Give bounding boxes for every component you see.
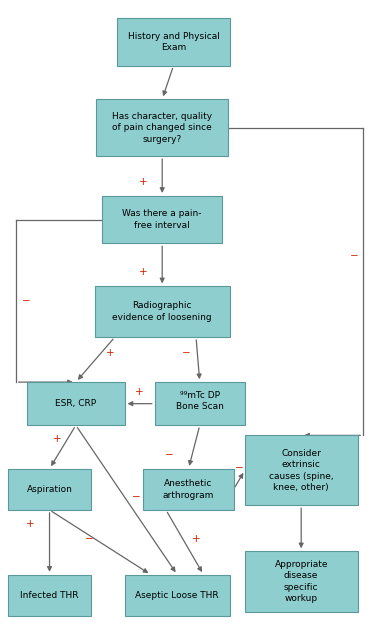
Text: +: + — [106, 349, 115, 358]
Text: ESR, CRP: ESR, CRP — [55, 399, 97, 408]
Text: Aseptic Loose THR: Aseptic Loose THR — [135, 591, 219, 600]
Text: Was there a pain-
free interval: Was there a pain- free interval — [123, 209, 202, 230]
Text: −: − — [132, 492, 140, 502]
Text: −: − — [84, 534, 93, 544]
FancyBboxPatch shape — [125, 575, 230, 616]
Text: −: − — [166, 450, 174, 460]
Text: Has character, quality
of pain changed since
surgery?: Has character, quality of pain changed s… — [112, 112, 212, 144]
Text: +: + — [135, 387, 144, 398]
Text: ⁹⁹mTc DP
Bone Scan: ⁹⁹mTc DP Bone Scan — [176, 391, 224, 411]
Text: Radiographic
evidence of loosening: Radiographic evidence of loosening — [112, 301, 212, 322]
FancyBboxPatch shape — [8, 575, 91, 616]
Text: −: − — [235, 464, 244, 473]
Text: −: − — [22, 296, 31, 306]
FancyBboxPatch shape — [155, 382, 245, 425]
FancyBboxPatch shape — [95, 286, 230, 337]
Text: Infected THR: Infected THR — [20, 591, 79, 600]
Text: +: + — [139, 177, 148, 187]
FancyBboxPatch shape — [117, 18, 230, 66]
FancyBboxPatch shape — [245, 551, 357, 611]
Text: +: + — [53, 434, 61, 444]
Text: Appropriate
disease
specific
workup: Appropriate disease specific workup — [274, 560, 328, 603]
Text: +: + — [26, 519, 35, 529]
FancyBboxPatch shape — [245, 436, 357, 505]
Text: Anesthetic
arthrogram: Anesthetic arthrogram — [163, 479, 214, 499]
FancyBboxPatch shape — [102, 196, 222, 244]
Text: −: − — [349, 251, 358, 261]
Text: −: − — [182, 349, 191, 358]
Text: +: + — [192, 534, 200, 544]
FancyBboxPatch shape — [27, 382, 125, 425]
FancyBboxPatch shape — [97, 99, 228, 156]
Text: History and Physical
Exam: History and Physical Exam — [127, 32, 219, 52]
Text: Aspiration: Aspiration — [27, 485, 72, 494]
FancyBboxPatch shape — [8, 469, 91, 510]
FancyBboxPatch shape — [143, 469, 234, 510]
Text: Consider
extrinsic
causes (spine,
knee, other): Consider extrinsic causes (spine, knee, … — [269, 448, 334, 492]
Text: +: + — [139, 267, 148, 277]
